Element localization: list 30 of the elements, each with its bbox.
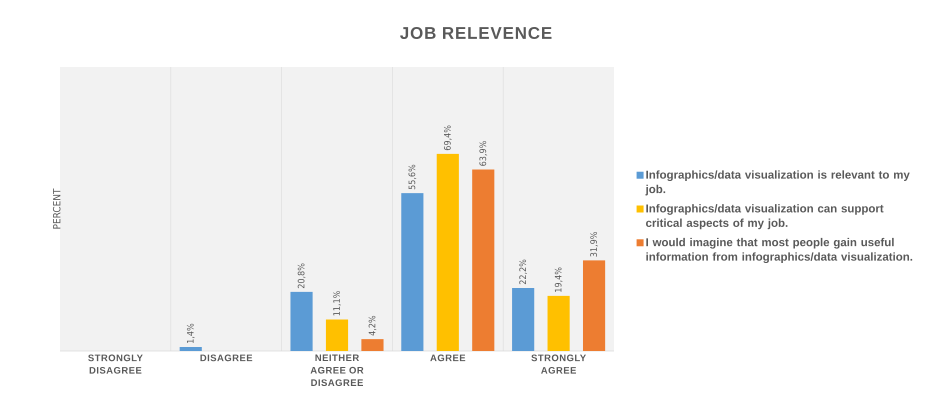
data-label: 69,4% (444, 126, 452, 150)
data-label: 1,4% (186, 324, 195, 343)
bar (180, 347, 202, 351)
data-label: 20,8% (298, 264, 306, 288)
data-label: 4,2% (368, 316, 376, 336)
bar (512, 288, 534, 351)
data-label: 63,9% (479, 141, 488, 166)
data-label: 31,9% (590, 232, 598, 257)
bar (548, 296, 570, 351)
data-label: 11,1% (333, 291, 341, 316)
legend-label: Infographics/data visualization can support critical aspects of my job. (646, 204, 884, 230)
bar (361, 339, 384, 351)
bar (401, 193, 424, 351)
bar (326, 319, 348, 351)
bar (290, 292, 313, 351)
data-label: 22,2% (519, 260, 527, 284)
chart-title: JOB RELEVENCE (400, 26, 552, 39)
x-tick-label: NEITHER AGREE OR DISAGREE (310, 354, 364, 386)
legend-label: I would imagine that most people gain useful information from infographics/data visualization. (646, 238, 912, 264)
bar (582, 260, 606, 351)
data-label: 55,6% (408, 164, 416, 190)
data-label: 19,4% (554, 268, 562, 292)
y-axis-title: PERCENT (52, 188, 60, 229)
bar (436, 154, 459, 351)
bar (472, 170, 494, 351)
x-tick-label: DISAGREE (200, 354, 252, 362)
legend-label: Infographics/data visualization is relevant to my job. (645, 170, 910, 196)
x-tick-label: AGREE (430, 354, 466, 362)
x-tick-label: STRONGLY AGREE (531, 354, 586, 374)
x-tick-label: STRONGLY DISAGREE (88, 354, 143, 374)
